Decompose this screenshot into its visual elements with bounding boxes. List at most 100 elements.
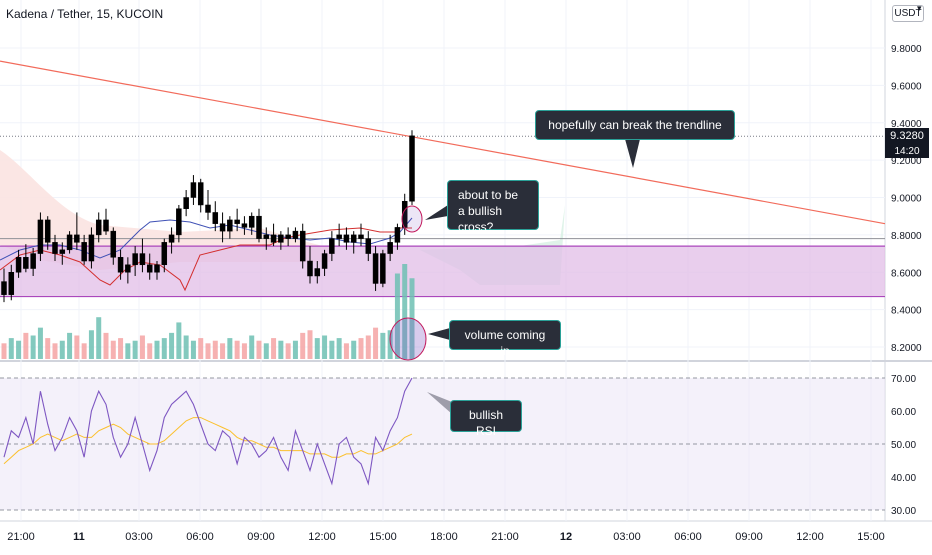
- time-tick-label: 03:00: [613, 531, 641, 543]
- candle-body: [263, 234, 270, 239]
- time-tick-label: 06:00: [674, 531, 702, 543]
- candle-body: [139, 253, 146, 266]
- candle-body: [15, 257, 22, 273]
- volume-bar: [278, 340, 284, 359]
- baseline-line: [0, 227, 412, 292]
- candle-body: [190, 182, 197, 198]
- volume-bar: [249, 335, 255, 359]
- volume-bar: [132, 340, 138, 359]
- trendline-callout-pointer: [625, 139, 640, 168]
- candle-body: [52, 242, 58, 254]
- volume-bar: [52, 343, 58, 359]
- candle-body: [168, 234, 175, 243]
- rsi-callout[interactable]: bullish RSI: [450, 400, 522, 438]
- time-tick-label: 12: [560, 531, 572, 543]
- volume-bar: [314, 338, 320, 359]
- candle-body: [227, 219, 233, 232]
- candle-body: [256, 215, 262, 239]
- volume-bar: [1, 343, 7, 359]
- trendline-callout[interactable]: hopefully can break the trendline: [535, 110, 735, 140]
- time-tick-label: 18:00: [430, 531, 458, 543]
- volume-bar: [139, 335, 145, 359]
- candle-body: [314, 268, 321, 277]
- volume-bar: [285, 343, 291, 359]
- time-tick-label: 06:00: [186, 531, 214, 543]
- candle-body: [8, 272, 15, 295]
- candle-body: [343, 234, 350, 243]
- volume-bar: [23, 332, 29, 359]
- candle-body: [212, 212, 219, 224]
- volume-bar: [271, 338, 277, 359]
- candle-body: [321, 253, 328, 269]
- candle-body: [30, 253, 36, 269]
- chevron-down-icon[interactable]: ▾: [917, 3, 922, 13]
- volume-bar: [88, 330, 94, 359]
- candle-body: [205, 204, 211, 213]
- rsi-tick-label: 40.00: [891, 473, 916, 484]
- volume-bar: [307, 330, 313, 359]
- rsi-ma-line: [3, 417, 413, 465]
- candle-body: [183, 197, 189, 209]
- currency-badge[interactable]: USDT: [892, 5, 924, 22]
- price-tick-label: 8.8000: [891, 231, 922, 242]
- candle-body: [23, 257, 29, 269]
- bullish-cross-callout[interactable]: about to be a bullish cross?: [447, 180, 539, 234]
- rsi-tick-label: 60.00: [891, 407, 916, 418]
- volume-bar: [256, 340, 262, 359]
- volume-callout[interactable]: volume coming in: [449, 320, 561, 358]
- candle-body: [336, 234, 342, 239]
- volume-bar: [220, 343, 226, 359]
- volume-bar: [329, 340, 335, 359]
- volume-bar: [373, 327, 379, 359]
- volume-bar: [59, 340, 65, 359]
- time-tick-label: 09:00: [735, 531, 763, 543]
- candle-body: [241, 223, 248, 228]
- volume-bar: [30, 335, 36, 359]
- volume-bar: [292, 340, 298, 359]
- candle-body: [1, 281, 7, 295]
- bar-countdown: 14:20: [885, 145, 929, 158]
- candle-body: [197, 182, 204, 206]
- candle-body: [270, 234, 277, 243]
- last-price-label: 9.3280: [885, 128, 929, 145]
- volume-bar: [67, 332, 73, 359]
- cloud-bearish: [0, 150, 330, 270]
- volume-bar: [16, 340, 22, 359]
- time-tick-label: 15:00: [857, 531, 885, 543]
- trendline: [0, 60, 886, 225]
- rsi-tick-label: 50.00: [891, 440, 916, 451]
- volume-bar: [234, 340, 240, 359]
- candle-body: [394, 227, 401, 243]
- time-tick-label: 11: [73, 531, 85, 543]
- candle-body: [161, 242, 168, 266]
- price-tick-label: 9.6000: [891, 81, 922, 92]
- volume-bar: [74, 335, 80, 359]
- volume-bar: [351, 340, 357, 359]
- time-tick-label: 12:00: [796, 531, 824, 543]
- volume-bar: [343, 343, 349, 359]
- main-pane: [0, 0, 885, 360]
- time-tick-label: 09:00: [247, 531, 275, 543]
- price-tick-label: 8.2000: [891, 343, 922, 354]
- symbol-title[interactable]: Kadena / Tether, 15, KUCOIN: [6, 7, 164, 21]
- candle-body: [380, 253, 386, 284]
- candle-body: [74, 234, 80, 243]
- candle-body: [125, 264, 131, 273]
- volume-bar: [161, 338, 167, 359]
- candle-body: [358, 234, 364, 239]
- candle-body: [365, 238, 372, 254]
- volume-bar: [263, 343, 269, 359]
- candle-body: [117, 257, 124, 273]
- volume-bar: [96, 317, 102, 359]
- volume-bar: [147, 343, 153, 359]
- volume-bar: [336, 338, 342, 359]
- volume-bar: [227, 338, 233, 359]
- candle-body: [299, 230, 306, 262]
- volume-bar: [103, 332, 109, 359]
- price-tick-label: 9.8000: [891, 44, 922, 55]
- cross-callout-pointer: [425, 205, 448, 220]
- candle-body: [132, 253, 138, 266]
- candle-body: [81, 242, 87, 262]
- candle-body: [409, 135, 415, 202]
